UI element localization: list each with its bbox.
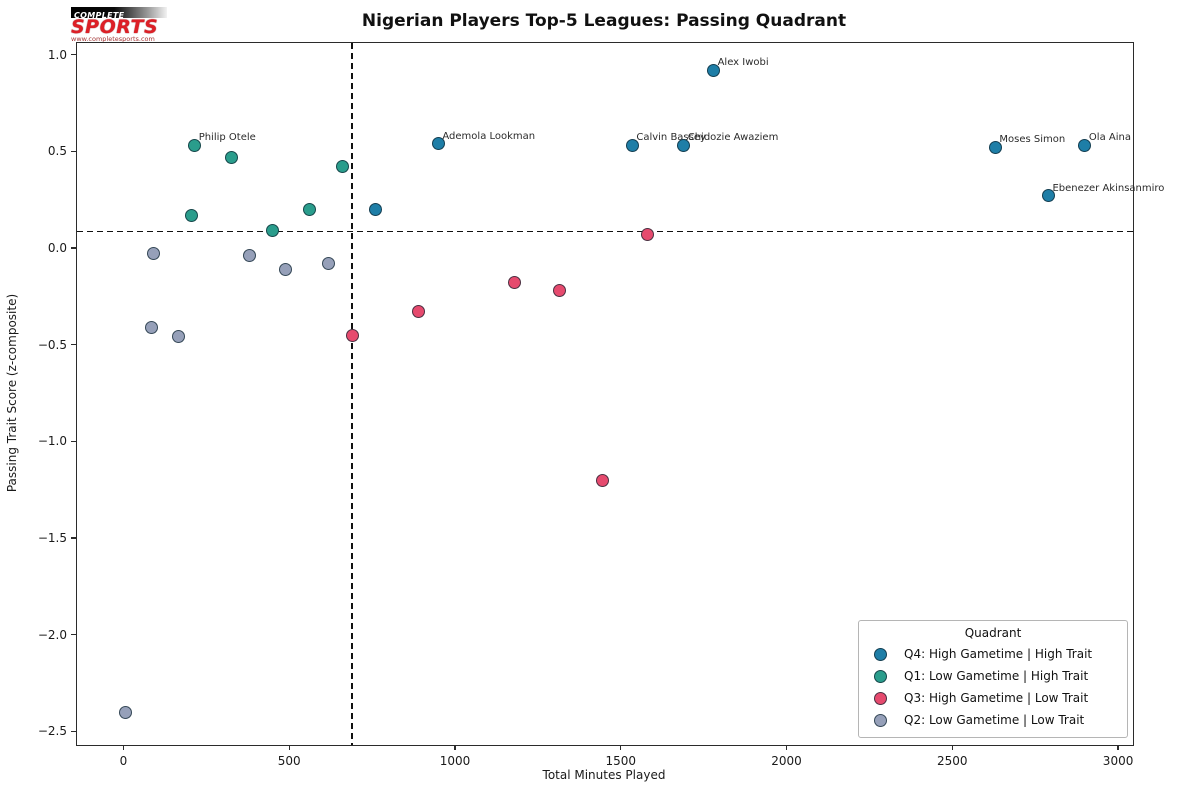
data-point — [552, 284, 566, 298]
legend-entry: Q3: High Gametime | Low Trait — [859, 687, 1127, 709]
legend-swatch-icon — [874, 691, 887, 705]
x-tick-mark — [1117, 745, 1119, 750]
x-axis-label: Total Minutes Played — [542, 768, 666, 782]
data-point — [1041, 189, 1055, 203]
y-tick-mark — [71, 440, 76, 443]
data-point — [677, 138, 691, 152]
y-tick-label: 0.0 — [47, 240, 67, 255]
legend-rows: Q4: High Gametime | High Trait Q1: Low Ga… — [859, 643, 1127, 731]
x-tick-mark — [454, 745, 456, 750]
data-point — [625, 138, 639, 152]
data-point — [184, 208, 198, 222]
point-label: Chidozie Awaziem — [687, 132, 779, 144]
legend-label: Q4: High Gametime | High Trait — [904, 647, 1093, 661]
data-point — [279, 262, 293, 276]
completesports-logo: COMPLETE SPORTS www.completesports.com — [71, 7, 167, 43]
legend-label: Q3: High Gametime | Low Trait — [904, 691, 1089, 705]
point-label: Philip Otele — [198, 132, 256, 144]
logo-url-text: www.completesports.com — [71, 35, 155, 43]
data-point — [322, 256, 336, 270]
logo-complete-text: COMPLETE — [74, 11, 125, 20]
data-point — [508, 276, 522, 290]
legend-swatch-icon — [874, 713, 887, 727]
y-axis-label: Passing Trait Score (z-composite) — [5, 293, 19, 493]
legend-entry: Q4: High Gametime | High Trait — [859, 643, 1127, 665]
data-point — [988, 140, 1002, 154]
point-label: Ademola Lookman — [442, 130, 536, 142]
data-point — [145, 320, 159, 334]
y-tick-label: −1.5 — [37, 531, 67, 546]
y-tick-label: −2.0 — [37, 627, 67, 642]
y-tick-mark — [71, 537, 76, 539]
x-tick-mark — [122, 745, 125, 750]
data-point — [266, 224, 280, 238]
x-tick-mark — [288, 745, 290, 750]
x-tick-mark — [620, 745, 622, 750]
data-point — [118, 705, 132, 719]
y-tick-label: −0.5 — [37, 337, 67, 352]
logo-top-bar: COMPLETE — [71, 7, 167, 20]
data-point — [224, 150, 238, 164]
point-label: Moses Simon — [999, 134, 1066, 146]
point-label: Ebenezer Akinsanmiro — [1052, 182, 1165, 194]
x-tick-label: 0 — [119, 754, 128, 768]
data-point — [640, 227, 654, 241]
x-tick-label: 2500 — [937, 754, 968, 768]
data-point — [242, 249, 256, 263]
y-tick-mark — [71, 150, 76, 152]
chart-title: Nigerian Players Top-5 Leagues: Passing … — [361, 11, 847, 31]
legend-swatch-icon — [874, 647, 887, 661]
data-point — [146, 247, 160, 261]
point-label: Ola Aina — [1088, 132, 1131, 144]
point-label: Calvin Bassey — [636, 132, 706, 144]
y-tick-label: 0.5 — [47, 144, 67, 159]
legend-entry: Q1: Low Gametime | High Trait — [859, 665, 1127, 687]
data-point — [412, 305, 425, 319]
data-point — [171, 330, 185, 344]
legend-swatch-icon — [874, 669, 887, 683]
y-tick-mark — [71, 730, 76, 733]
y-tick-label: −2.5 — [37, 724, 67, 739]
plot-area: Quadrant Q4: High Gametime | High Trait Q… — [38, 42, 1164, 768]
data-point — [431, 137, 445, 151]
legend-title: Quadrant — [964, 626, 1022, 640]
x-tick-mark — [785, 745, 788, 750]
y-tick-mark — [71, 634, 76, 636]
y-tick-mark — [71, 53, 76, 56]
y-tick-mark — [71, 247, 76, 249]
legend: Quadrant Q4: High Gametime | High Trait Q… — [858, 620, 1128, 738]
logo-sports-text: SPORTS — [71, 16, 159, 38]
x-tick-label: 1500 — [605, 754, 637, 768]
x-tick-label: 500 — [277, 754, 301, 768]
data-point — [335, 160, 349, 174]
vertical-threshold-line — [351, 43, 353, 745]
data-point — [368, 202, 382, 216]
data-point — [345, 328, 359, 342]
legend-label: Q2: Low Gametime | Low Trait — [904, 713, 1085, 727]
x-tick-label: 3000 — [1102, 754, 1134, 768]
data-point — [707, 63, 721, 77]
x-tick-mark — [951, 745, 953, 750]
x-tick-label: 2000 — [771, 754, 802, 768]
data-point — [1078, 138, 1092, 152]
data-point — [188, 138, 202, 152]
data-point — [596, 473, 609, 487]
y-tick-label: 1.0 — [47, 47, 67, 62]
x-tick-label: 1000 — [439, 754, 471, 768]
legend-entry: Q2: Low Gametime | Low Trait — [859, 709, 1127, 731]
y-tick-label: −1.0 — [37, 434, 67, 449]
legend-label: Q1: Low Gametime | High Trait — [904, 669, 1089, 683]
point-label: Alex Iwobi — [717, 57, 769, 69]
data-point — [302, 202, 316, 216]
horizontal-threshold-line — [77, 230, 1133, 233]
y-tick-mark — [71, 344, 76, 346]
